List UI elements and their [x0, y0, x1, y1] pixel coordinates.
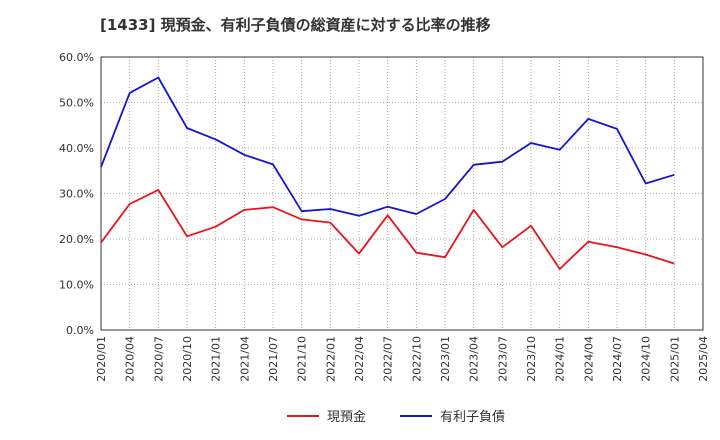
plot-frame: [100, 56, 704, 331]
legend-label: 有利子負債: [440, 410, 505, 425]
chart-title: [1433] 現預金、有利子負債の総資産に対する比率の推移: [100, 16, 491, 34]
x-tick-label: 2024/01: [554, 336, 567, 382]
series-line: [100, 76, 675, 217]
y-tick-label: 30.0%: [59, 188, 94, 201]
x-tick-label: 2022/07: [382, 336, 395, 382]
series-line: [100, 188, 675, 270]
x-tick-label: 2021/04: [238, 336, 251, 382]
x-tick-label: 2020/04: [124, 336, 137, 382]
y-tick-label: 60.0%: [59, 51, 94, 64]
y-tick-label: 50.0%: [59, 97, 94, 110]
x-tick-label: 2023/01: [439, 336, 452, 382]
x-tick-label: 2023/10: [525, 336, 538, 382]
x-tick-label: 2020/01: [95, 336, 108, 382]
x-tick-label: 2022/04: [353, 336, 366, 382]
x-tick-label: 2022/01: [324, 336, 337, 382]
x-tick-label: 2021/01: [210, 336, 223, 382]
x-tick-label: 2023/07: [496, 336, 509, 382]
x-tick-label: 2025/04: [697, 336, 710, 382]
x-tick-label: 2025/01: [668, 336, 681, 382]
x-tick-label: 2024/10: [640, 336, 653, 382]
x-tick-label: 2024/04: [582, 336, 595, 382]
x-tick-label: 2021/10: [296, 336, 309, 382]
y-tick-label: 40.0%: [59, 142, 94, 155]
y-tick-label: 10.0%: [59, 279, 94, 292]
y-tick-label: 20.0%: [59, 233, 94, 246]
y-tick-label: 0.0%: [66, 324, 94, 337]
x-tick-label: 2021/07: [267, 336, 280, 382]
x-tick-label: 2022/10: [410, 336, 423, 382]
x-tick-label: 2020/10: [181, 336, 194, 382]
x-tick-label: 2024/07: [611, 336, 624, 382]
legend-label: 現預金: [327, 409, 366, 425]
x-tick-label: 2023/04: [468, 336, 481, 382]
x-tick-label: 2020/07: [152, 336, 165, 382]
